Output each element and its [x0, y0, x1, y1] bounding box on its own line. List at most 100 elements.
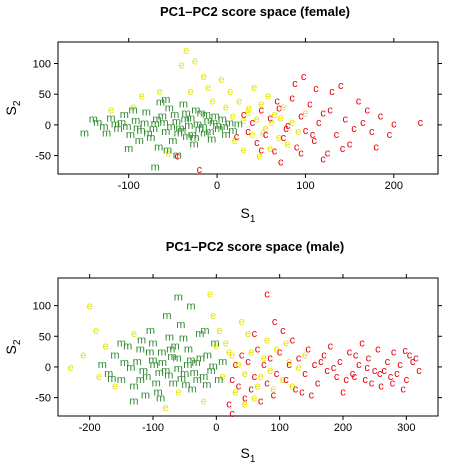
- point-m: m: [129, 380, 138, 392]
- point-c: c: [337, 356, 343, 368]
- point-c: c: [261, 359, 267, 371]
- point-m: m: [162, 310, 171, 322]
- point-m: m: [156, 97, 165, 109]
- point-c: c: [248, 383, 254, 395]
- point-e: e: [242, 368, 248, 380]
- point-e: e: [175, 386, 181, 398]
- point-e: e: [280, 374, 286, 386]
- point-m: m: [156, 393, 165, 405]
- point-m: m: [155, 367, 164, 379]
- point-m: m: [180, 368, 189, 380]
- point-m: m: [142, 106, 151, 118]
- point-e: e: [226, 347, 232, 359]
- point-e: e: [239, 316, 245, 328]
- point-c: c: [369, 126, 375, 138]
- point-m: m: [220, 121, 229, 133]
- point-e: e: [179, 60, 185, 72]
- point-m: m: [114, 123, 123, 135]
- point-m: m: [80, 127, 89, 139]
- point-c: c: [400, 383, 406, 395]
- point-m: m: [179, 332, 188, 344]
- x-tick-label: 300: [397, 422, 415, 434]
- point-c: c: [366, 353, 372, 365]
- point-e: e: [223, 101, 229, 113]
- point-e: e: [165, 148, 171, 160]
- point-m: m: [152, 114, 161, 126]
- point-e: e: [108, 105, 114, 117]
- x-axis-label: S1: [241, 205, 256, 225]
- point-c: c: [259, 144, 265, 156]
- point-c: c: [301, 71, 307, 83]
- point-e: e: [271, 109, 277, 121]
- point-e: e: [227, 86, 233, 98]
- point-c: c: [229, 408, 235, 420]
- point-c: c: [404, 374, 410, 386]
- point-c: c: [418, 117, 424, 129]
- point-c: c: [283, 123, 289, 135]
- point-m: m: [181, 379, 190, 391]
- point-c: c: [320, 154, 326, 166]
- point-e: e: [296, 362, 302, 374]
- point-m: m: [148, 337, 157, 349]
- point-c: c: [381, 365, 387, 377]
- point-m: m: [214, 123, 223, 135]
- point-e: e: [302, 108, 308, 120]
- point-c: c: [362, 374, 368, 386]
- point-e: e: [248, 347, 254, 359]
- point-m: m: [161, 365, 170, 377]
- point-m: m: [144, 127, 153, 139]
- x-axis: -100 0 100 200: [118, 38, 403, 192]
- point-c: c: [378, 111, 384, 123]
- point-c: c: [303, 125, 309, 137]
- point-c: c: [277, 347, 283, 359]
- point-m: m: [136, 374, 145, 386]
- point-m: m: [111, 119, 120, 131]
- point-m: m: [172, 353, 181, 365]
- point-m: m: [234, 119, 243, 131]
- point-c: c: [310, 129, 316, 141]
- point-c: c: [258, 396, 264, 408]
- point-m: m: [141, 390, 150, 402]
- point-c: c: [264, 288, 270, 300]
- point-m: m: [123, 340, 132, 352]
- point-c: c: [280, 325, 286, 337]
- point-c: c: [299, 386, 305, 398]
- point-m: m: [146, 325, 155, 337]
- point-m: m: [165, 103, 174, 115]
- point-e: e: [112, 380, 118, 392]
- point-e: e: [246, 103, 252, 115]
- point-c: c: [289, 92, 295, 104]
- point-c: c: [302, 368, 308, 380]
- point-m: m: [167, 351, 176, 363]
- point-m: m: [117, 337, 126, 349]
- point-m: m: [163, 144, 172, 156]
- point-m: m: [169, 377, 178, 389]
- point-m: m: [175, 122, 184, 134]
- point-m: m: [210, 337, 219, 349]
- point-c: c: [197, 164, 203, 176]
- point-m: m: [186, 301, 195, 313]
- point-m: m: [172, 116, 181, 128]
- point-c: c: [407, 350, 413, 362]
- point-e: e: [223, 337, 229, 349]
- point-c: c: [226, 399, 232, 411]
- y-axis: -50 0 50 100: [33, 58, 442, 163]
- point-c: c: [255, 344, 261, 356]
- point-m: m: [198, 121, 207, 133]
- point-c: c: [278, 157, 284, 169]
- point-m: m: [168, 135, 177, 147]
- point-m: m: [200, 127, 209, 139]
- point-e: e: [130, 101, 136, 113]
- point-m: m: [177, 373, 186, 385]
- point-c: c: [252, 328, 258, 340]
- point-m: m: [184, 344, 193, 356]
- point-c: c: [327, 105, 333, 117]
- point-c: c: [267, 353, 273, 365]
- point-c: c: [394, 368, 400, 380]
- point-c: c: [342, 114, 348, 126]
- point-e: e: [229, 350, 235, 362]
- point-c: c: [175, 151, 181, 163]
- point-m: m: [171, 340, 180, 352]
- point-m: m: [174, 363, 183, 375]
